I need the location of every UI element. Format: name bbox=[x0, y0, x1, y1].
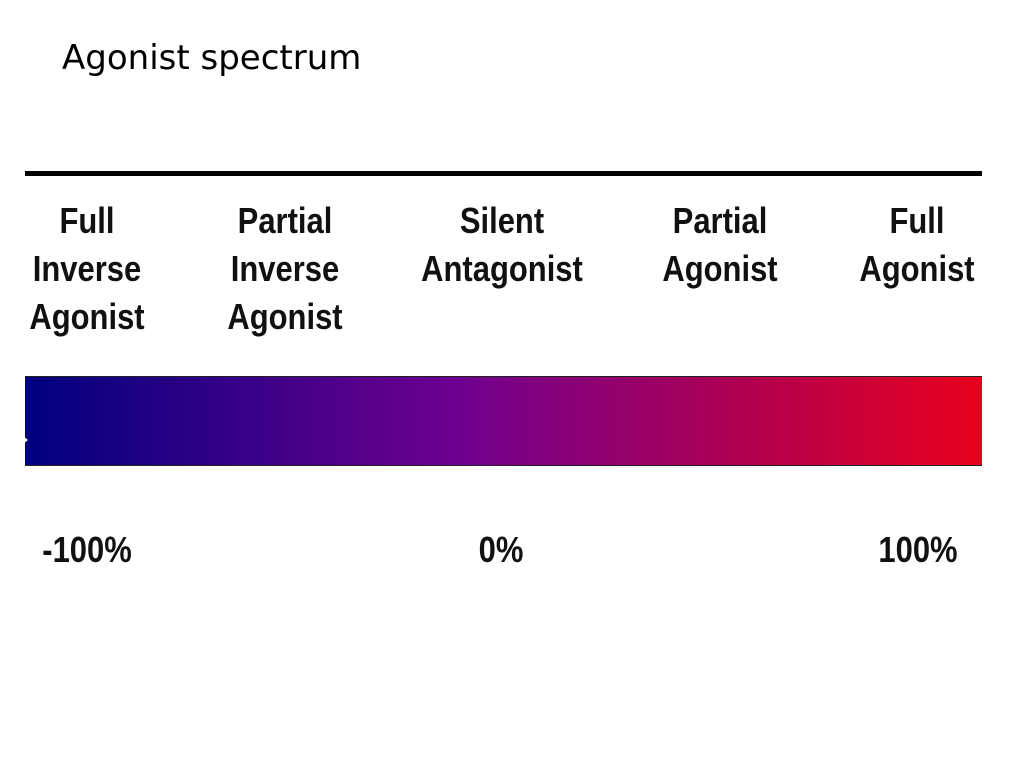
top-rule bbox=[25, 171, 982, 176]
category-line: Partial bbox=[672, 200, 768, 241]
category-line: Silent bbox=[459, 200, 545, 241]
category-line: Partial bbox=[237, 200, 333, 241]
category-partial-agonist: Partial Agonist bbox=[634, 197, 806, 293]
efficacy-gradient-bar bbox=[25, 376, 982, 466]
category-line: Antagonist bbox=[421, 248, 583, 289]
arrow-marker-icon bbox=[22, 435, 28, 445]
category-line: Full bbox=[59, 200, 115, 241]
category-line: Agonist bbox=[662, 248, 778, 289]
category-line: Inverse bbox=[230, 248, 340, 289]
category-line: Full bbox=[889, 200, 945, 241]
category-partial-inverse-agonist: Partial Inverse Agonist bbox=[199, 197, 371, 341]
category-full-agonist: Full Agonist bbox=[831, 197, 1003, 293]
scale-label-min: -100% bbox=[42, 529, 132, 570]
category-line: Agonist bbox=[859, 248, 975, 289]
scale-label-max: 100% bbox=[878, 529, 958, 570]
slide-title: Agonist spectrum bbox=[62, 38, 362, 78]
category-silent-antagonist: Silent Antagonist bbox=[416, 197, 588, 293]
category-line: Inverse bbox=[32, 248, 142, 289]
category-line: Agonist bbox=[29, 296, 145, 337]
category-full-inverse-agonist: Full Inverse Agonist bbox=[1, 197, 173, 341]
scale-label-zero: 0% bbox=[478, 529, 524, 570]
category-line: Agonist bbox=[227, 296, 343, 337]
